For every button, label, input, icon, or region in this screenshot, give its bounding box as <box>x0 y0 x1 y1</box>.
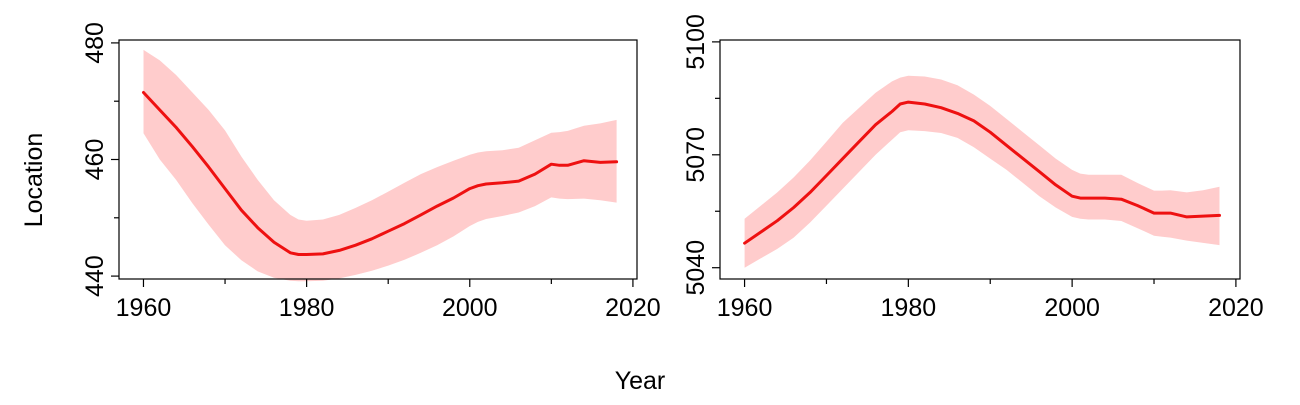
y-tick-label: 5070 <box>682 127 710 183</box>
y-tick-label: 460 <box>81 139 109 181</box>
chart-panel-left: 1960 1980 2000 2020 440 460 480 <box>81 22 661 322</box>
chart-panel-right: 1960 1980 2000 2020 5040 5070 5100 <box>682 14 1264 322</box>
x-axis-label: Year <box>615 367 666 395</box>
x-tick-label: 2020 <box>605 294 661 322</box>
x-tick-label: 1980 <box>881 294 937 322</box>
y-tick-label: 440 <box>81 255 109 297</box>
x-tick-label: 1960 <box>116 294 172 322</box>
x-tick-label: 2000 <box>1044 294 1100 322</box>
plot-frame <box>719 39 1241 280</box>
x-tick-label: 1980 <box>279 294 335 322</box>
confidence-band-0 <box>143 49 617 282</box>
x-tick-label: 2020 <box>1208 294 1264 322</box>
y-axis-label: Location <box>20 133 48 228</box>
x-tick-label: 2000 <box>442 294 498 322</box>
x-tick-label: 1960 <box>717 294 773 322</box>
y-tick-label: 5100 <box>682 14 710 70</box>
confidence-band-0 <box>744 75 1220 268</box>
series-line-0 <box>142 91 619 256</box>
y-tick-label: 480 <box>81 22 109 64</box>
y-tick-label: 5040 <box>682 240 710 296</box>
series-line-0 <box>743 100 1221 245</box>
